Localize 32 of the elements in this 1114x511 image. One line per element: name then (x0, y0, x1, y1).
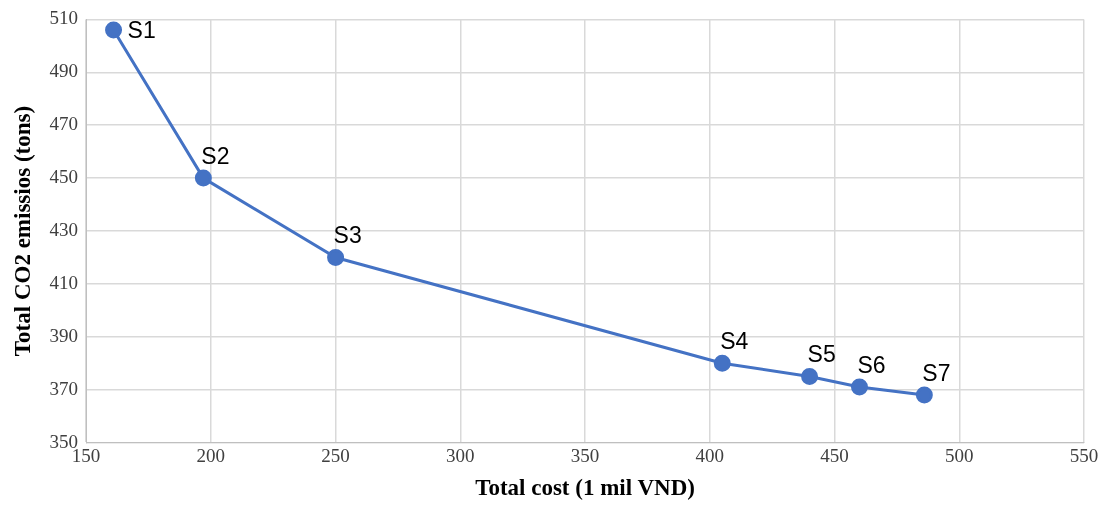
y-tick-label: 430 (49, 218, 79, 240)
annotation: S7 (922, 359, 951, 386)
point (194, 169, 212, 187)
x-tick-label: 200 (196, 444, 226, 466)
y-tick-label: 450 (49, 166, 79, 188)
x-tick-label: 450 (820, 444, 849, 466)
y-tick-label: 510 (49, 7, 79, 29)
point (713, 354, 731, 372)
y-tick-label: 390 (49, 324, 79, 346)
y-tick-label: 370 (49, 377, 79, 399)
y-tick-label: 470 (49, 113, 79, 135)
point (801, 367, 819, 385)
x-tick-label: 250 (321, 444, 350, 466)
x-tick-label: 500 (945, 444, 974, 466)
annotation: S6 (857, 352, 886, 379)
annotation: S2 (201, 143, 230, 170)
annotation: S4 (720, 328, 749, 355)
point (327, 248, 345, 266)
x-tick-label: 400 (695, 444, 725, 466)
point (850, 378, 868, 396)
x-tick-label: 350 (570, 444, 600, 466)
x-axis-title: Total cost (1 mil VND) (475, 475, 695, 501)
y-tick-label: 410 (49, 271, 79, 293)
x-tick-label: 300 (446, 444, 475, 466)
point (915, 386, 933, 404)
point (105, 21, 123, 39)
annotation: S3 (333, 222, 362, 249)
x-tick-label: 550 (1069, 444, 1099, 466)
y-tick-label: 490 (49, 60, 79, 82)
annotation: S5 (807, 341, 836, 368)
annotation: S1 (127, 16, 156, 43)
y-axis-title: Total CO2 emissios (tons) (9, 105, 35, 357)
